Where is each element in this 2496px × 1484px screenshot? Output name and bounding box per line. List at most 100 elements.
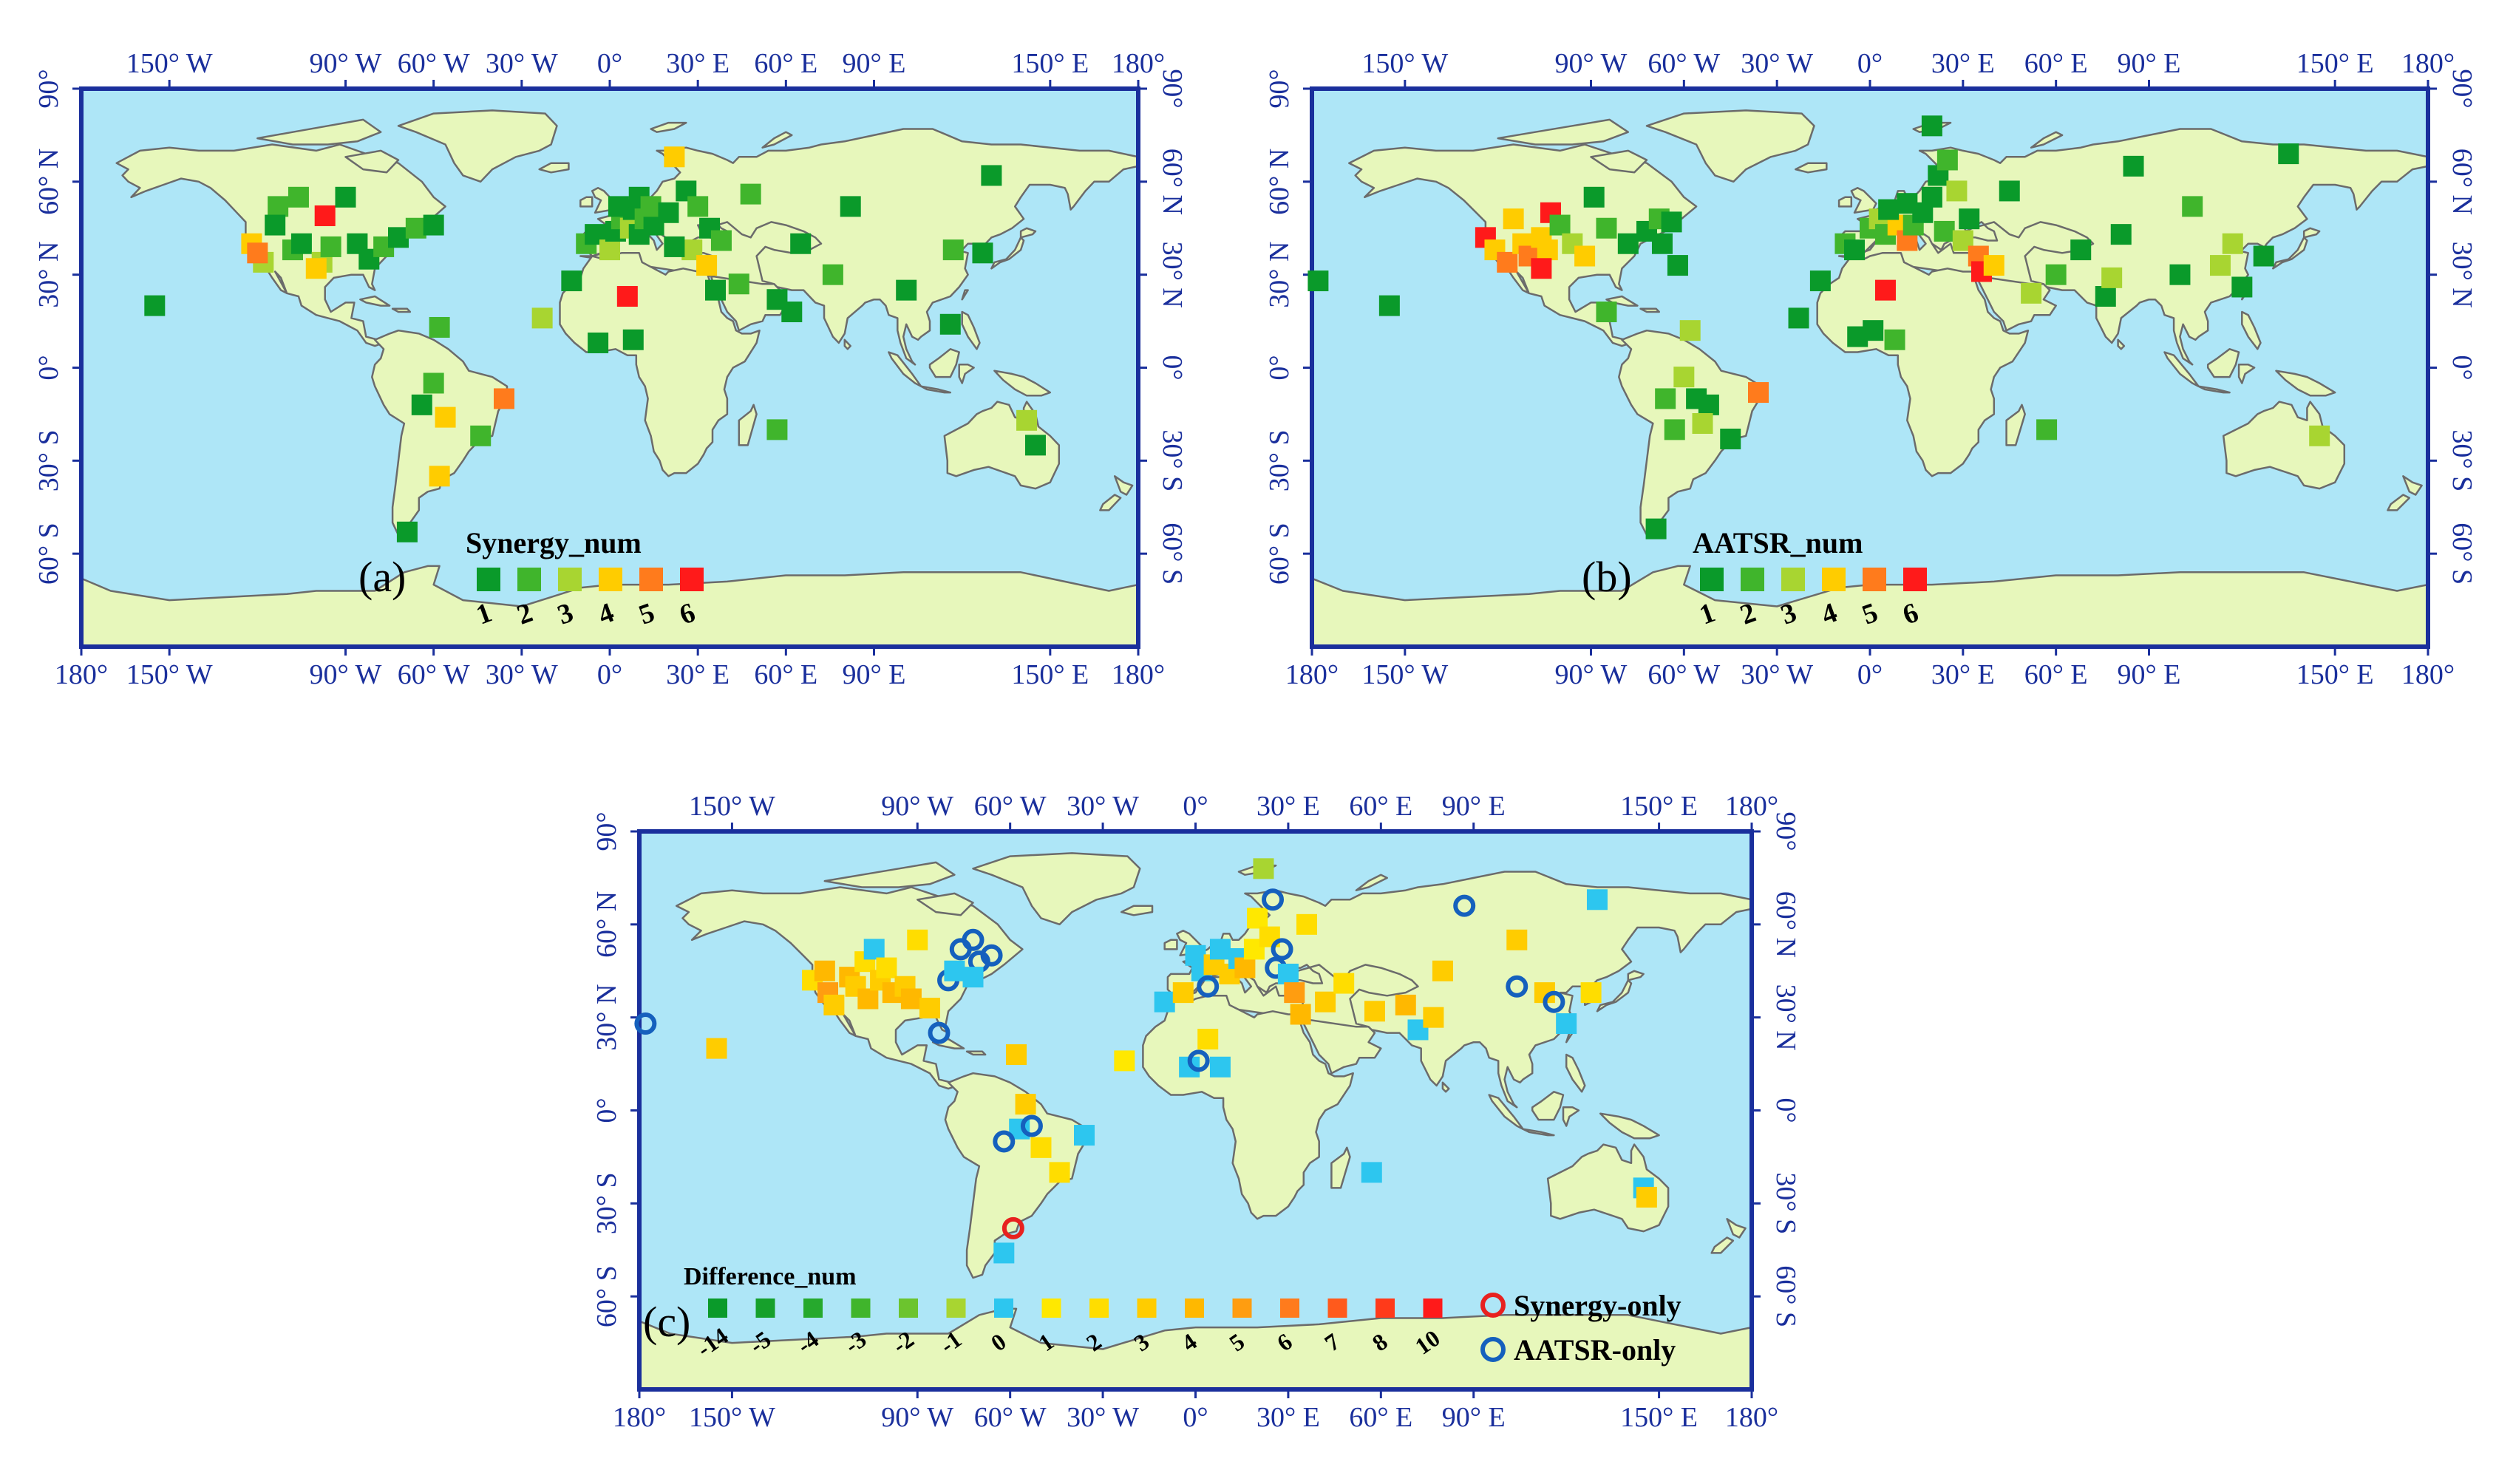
station-marker-c-69: [1453, 894, 1476, 917]
land-shape-a-19: [958, 364, 975, 384]
land-shape-a-18: [928, 348, 960, 378]
station-marker-c-60: [1290, 1004, 1311, 1025]
land-shape-a-13: [538, 162, 570, 174]
station-marker-c-42: [1209, 1056, 1231, 1078]
top-lon-label-c-6: 60° E: [1349, 791, 1412, 822]
bottom-lon-label-c-7: 60° E: [1349, 1402, 1412, 1433]
station-marker-c-74: [1556, 1013, 1577, 1035]
station-marker-c-58: [1277, 963, 1299, 984]
legend-swatch-c-3: [851, 1298, 871, 1318]
station-marker-b-64: [2045, 264, 2067, 285]
land-shape-b-18: [2206, 348, 2240, 378]
legend-swatch-c-9: [1137, 1298, 1157, 1318]
legend-swatch-c-1: [755, 1298, 775, 1318]
legend-title-a: Synergy_num: [466, 526, 642, 559]
land-shape-c-27: [1355, 874, 1388, 891]
legend-swatch-c-14: [1375, 1298, 1395, 1318]
station-marker-a-48: [687, 196, 709, 217]
legend-swatch-c-13: [1327, 1298, 1347, 1318]
station-marker-b-54: [1946, 180, 1968, 202]
station-marker-b-35: [1809, 270, 1831, 292]
bottom-lon-label-b-5: 0°: [1857, 659, 1883, 690]
land-shape-a-1: [397, 109, 558, 183]
station-marker-a-70: [1024, 435, 1046, 456]
land-shape-a-22: [843, 338, 851, 350]
bottom-lon-label-b-2: 90° W: [1555, 659, 1628, 690]
bottom-lon-label-b-9: 150° E: [2296, 659, 2374, 690]
land-shape-c-9: [1726, 1218, 1747, 1239]
land-shape-a-15: [1019, 227, 1037, 239]
station-marker-a-60: [790, 233, 812, 254]
top-lon-label-b-5: 30° E: [1931, 48, 1995, 79]
land-shape-c-16: [1488, 1094, 1524, 1130]
station-marker-a-61: [822, 264, 843, 285]
legend-swatch-a-3: [599, 568, 622, 591]
land-shape-c-15: [1627, 970, 1645, 981]
right-lat-label-a-2: 30° N: [1157, 242, 1188, 308]
top-lon-label-c-2: 60° W: [974, 791, 1047, 822]
land-shape-c-22: [1441, 1081, 1450, 1093]
station-marker-a-3: [247, 242, 268, 264]
bottom-lon-label-a-4: 30° W: [486, 659, 558, 690]
station-marker-a-17: [388, 227, 409, 248]
station-marker-a-62: [840, 196, 861, 217]
left-lat-label-c-0: 90°: [591, 811, 622, 851]
land-b: [1312, 109, 2428, 647]
station-marker-b-20: [1651, 233, 1673, 254]
station-marker-c-73: [1543, 990, 1565, 1013]
station-marker-b-31: [1720, 428, 1741, 449]
station-marker-c-40: [1187, 1049, 1210, 1072]
station-marker-b-26: [1655, 388, 1676, 409]
top-lon-label-a-5: 30° E: [666, 48, 730, 79]
station-marker-b-0: [1378, 295, 1400, 316]
land-shape-c-4: [944, 1072, 1089, 1279]
left-lat-label-c-3: 0°: [591, 1097, 622, 1123]
land-shape-b-3: [1590, 149, 1648, 174]
station-marker-b-60: [1983, 255, 2004, 276]
station-marker-c-59: [1284, 982, 1305, 1004]
land-shape-a-21: [961, 310, 981, 350]
station-marker-b-77: [2036, 419, 2058, 440]
station-marker-c-31: [1030, 1137, 1052, 1158]
station-marker-a-25: [494, 388, 514, 409]
station-marker-b-56: [1959, 208, 1980, 230]
marker-legend-c: Synergy-only AATSR-only: [1480, 1289, 1681, 1366]
land-shape-b-19: [2237, 364, 2256, 384]
top-lon-label-a-2: 60° W: [398, 48, 470, 79]
station-marker-b-9: [1537, 239, 1558, 261]
top-lon-label-b-2: 60° W: [1647, 48, 1720, 79]
station-marker-a-45: [640, 196, 662, 217]
left-lat-label-c-5: 60° S: [591, 1265, 622, 1327]
station-marker-b-22: [1667, 255, 1688, 276]
land-shape-a-6: [559, 252, 761, 477]
bottom-lon-label-c-0: 180°: [613, 1402, 666, 1433]
top-lon-label-c-1: 90° W: [881, 791, 953, 822]
legend-swatch-c-8: [1089, 1298, 1109, 1318]
legend-swatch-a-5: [680, 568, 704, 591]
station-marker-c-5: [823, 994, 845, 1015]
station-marker-c-1: [706, 1038, 727, 1059]
legend-swatch-a-0: [477, 568, 500, 591]
legend-swatch-c-11: [1232, 1298, 1252, 1318]
bottom-lon-label-c-5: 0°: [1183, 1402, 1208, 1433]
station-marker-c-52: [1247, 908, 1268, 929]
land-shape-c-21: [1565, 1053, 1586, 1093]
land-shape-b-15: [2302, 227, 2321, 239]
stations-c: [634, 858, 1657, 1264]
bottom-lon-label-a-0: 180°: [55, 659, 108, 690]
top-lon-label-c-0: 150° W: [689, 791, 775, 822]
station-marker-a-22: [411, 394, 432, 415]
station-marker-c-19: [944, 960, 965, 981]
ticks-b: 150° W 90° W 60° W 30° W 0° 30° E 60° E 90° E 15…: [1264, 48, 2478, 690]
land-shape-c-1: [972, 852, 1141, 926]
station-marker-c-57: [1271, 938, 1293, 961]
right-lat-label-b-1: 60° N: [2446, 149, 2478, 215]
station-marker-c-15: [900, 988, 922, 1010]
station-marker-a-32: [616, 286, 638, 307]
station-marker-c-45: [1197, 975, 1220, 998]
station-marker-c-77: [1361, 1162, 1382, 1183]
top-lon-label-a-3: 30° W: [486, 48, 558, 79]
stations-b: [1307, 115, 2330, 540]
legend-swatch-b-4: [1863, 568, 1886, 591]
